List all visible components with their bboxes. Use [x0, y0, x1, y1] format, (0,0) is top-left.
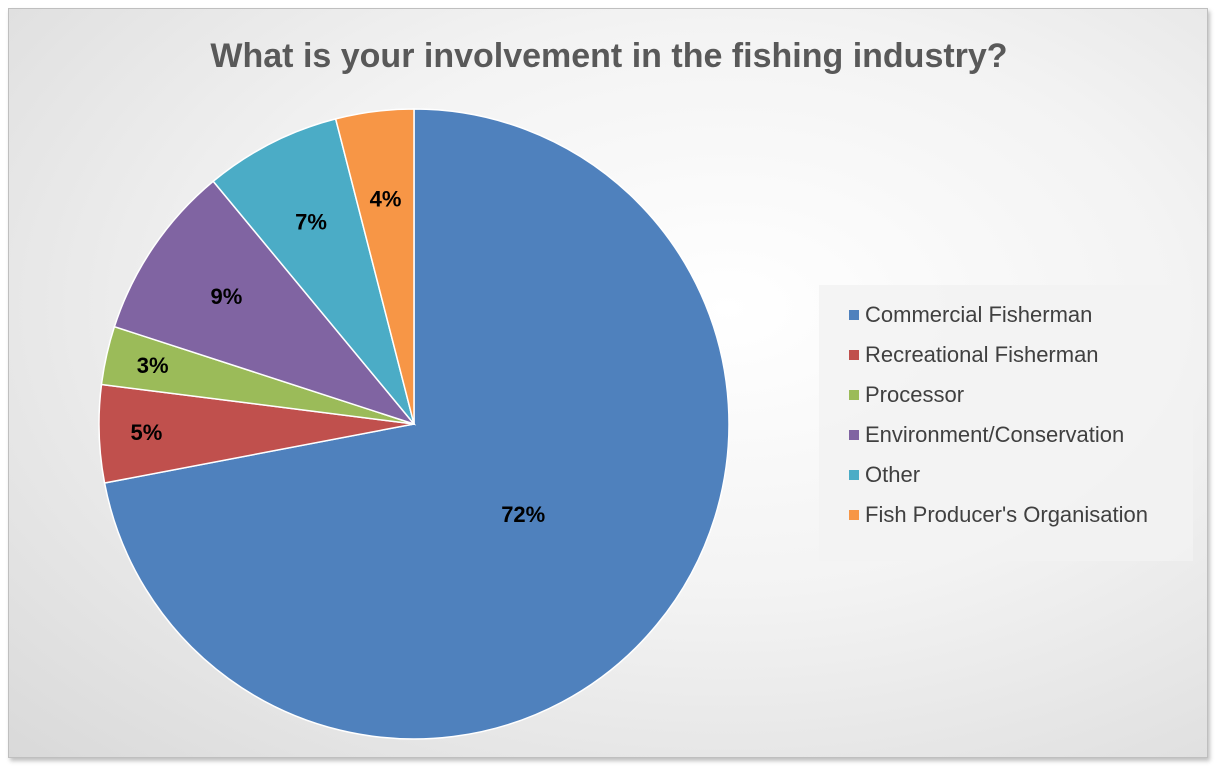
legend-swatch	[849, 390, 859, 400]
data-label-recreational-fisherman: 5%	[130, 420, 162, 445]
legend-item-other: Other	[849, 455, 1193, 495]
legend-item-commercial-fisherman: Commercial Fisherman	[849, 295, 1193, 335]
pie-data-labels: 72% 5% 3% 9% 7% 4%	[130, 186, 545, 526]
chart-title: What is your involvement in the fishing …	[210, 37, 1008, 75]
legend-item-fish-producers-organisation: Fish Producer's Organisation	[849, 495, 1193, 535]
pie-slices	[98, 108, 730, 740]
legend-label: Environment/Conservation	[865, 422, 1125, 447]
data-label-commercial-fisherman: 72%	[501, 502, 545, 527]
pie-chart: 72% 5% 3% 9% 7% 4%	[98, 108, 730, 740]
legend-swatch	[849, 430, 859, 440]
data-label-other: 7%	[295, 209, 327, 234]
legend-swatch	[849, 470, 859, 480]
data-label-environment-conservation: 9%	[211, 284, 243, 309]
pie-slice-fish-producer-s-organisation	[334, 108, 415, 425]
data-label-fish-producer-s-organisation: 4%	[370, 186, 402, 211]
legend-item-recreational-fisherman: Recreational Fisherman	[849, 335, 1193, 375]
legend: Commercial Fisherman Recreational Fisher…	[819, 285, 1193, 561]
legend-label: Commercial Fisherman	[865, 302, 1093, 327]
legend-item-environment-conservation: Environment/Conservation	[849, 415, 1193, 455]
legend-swatch	[849, 510, 859, 520]
legend-label: Recreational Fisherman	[865, 342, 1099, 367]
legend-label: Processor	[865, 382, 965, 407]
chart-area: What is your involvement in the fishing …	[8, 8, 1208, 758]
pie-slice-environment-conservation	[113, 180, 417, 426]
pie-slice-commercial-fisherman	[103, 108, 730, 740]
data-label-processor: 3%	[137, 353, 169, 378]
legend-label: Fish Producer's Organisation	[865, 502, 1148, 527]
pie-slice-other	[212, 117, 415, 425]
legend-label: Other	[865, 462, 921, 487]
legend-swatch	[849, 350, 859, 360]
legend-swatch	[849, 310, 859, 320]
legend-item-processor: Processor	[849, 375, 1193, 415]
